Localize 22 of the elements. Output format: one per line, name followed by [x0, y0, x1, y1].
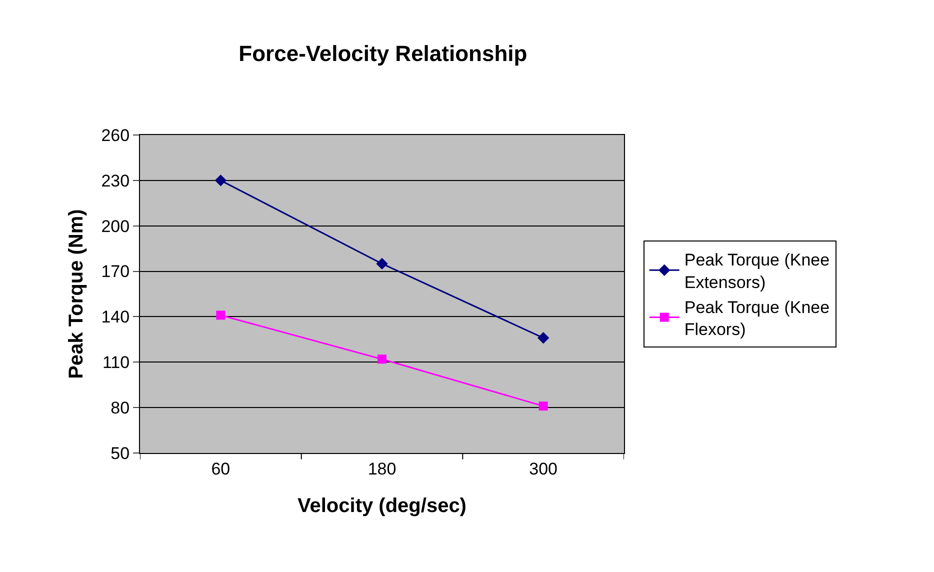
point	[376, 258, 388, 270]
point	[537, 332, 550, 344]
x-tick-label: 300	[529, 459, 558, 478]
legend-label: Peak Torque (Knee Extensors)	[684, 250, 830, 292]
point	[538, 402, 548, 411]
y-axis-title: Peak Torque (Nm)	[66, 209, 88, 379]
x-tick-label: 60	[211, 459, 230, 478]
x-axis-title: Velocity (deg/sec)	[298, 494, 466, 517]
legend-label: Peak Torque (Knee Flexors)	[684, 298, 830, 339]
y-tick-label: 230	[101, 171, 130, 190]
x-tick-label: 180	[368, 459, 396, 478]
y-tick-label: 140	[101, 308, 130, 327]
y-tick-label: 260	[101, 126, 130, 145]
y-tick-label: 110	[102, 353, 130, 372]
y-tick-label: 170	[101, 262, 130, 282]
point	[378, 354, 386, 364]
chart-title: Force-Velocity Relationship	[238, 41, 528, 66]
y-tick-label: 200	[101, 216, 130, 236]
y-tick-label: 50	[110, 444, 130, 463]
y-tick-label: 80	[110, 398, 130, 418]
point	[216, 310, 226, 320]
point	[214, 174, 227, 186]
